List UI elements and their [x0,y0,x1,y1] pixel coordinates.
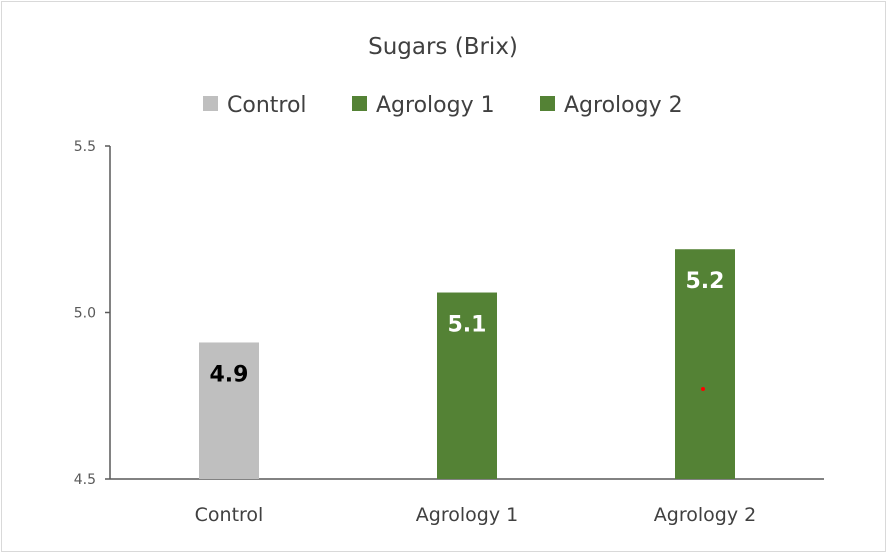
legend: Control Agrology 1 Agrology 2 [203,93,683,118]
legend-swatch [540,96,555,111]
y-tick-label: 4.5 [74,472,96,488]
bar-agrology-1 [437,292,497,479]
legend-label: Agrology 2 [564,93,683,118]
y-tick-label: 5.5 [74,139,96,155]
data-label: 4.9 [210,362,249,387]
x-tick-label: Agrology 2 [654,504,756,526]
red-marker-dot [701,387,705,391]
x-tick-label: Control [195,504,264,526]
legend-label: Agrology 1 [376,93,495,118]
bar-agrology-2 [675,249,735,479]
x-tick-label: Agrology 1 [416,504,518,526]
legend-swatch [203,96,218,111]
bar-control [199,342,259,479]
data-label: 5.1 [448,313,487,338]
legend-label: Control [227,93,307,118]
chart-title: Sugars (Brix) [368,34,518,60]
y-tick-label: 5.0 [74,306,96,322]
data-label: 5.2 [686,269,725,294]
legend-swatch [352,96,367,111]
bars: 4.9 Control 5.1 Agrology 1 5.2 Agrology 2 [195,249,756,526]
